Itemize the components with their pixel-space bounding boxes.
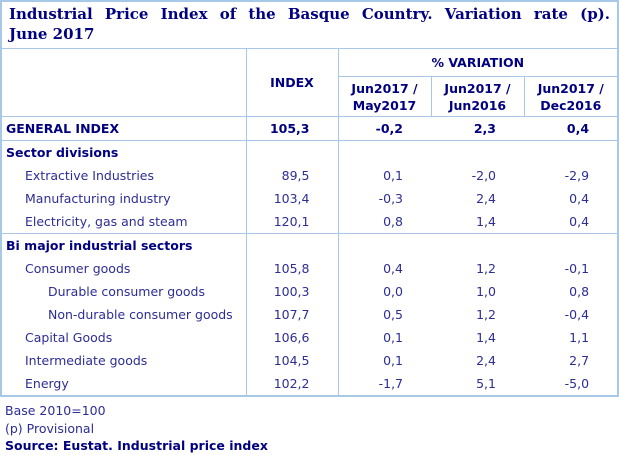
variation-value: 1,4	[476, 330, 496, 345]
variation-value: 1,0	[476, 284, 496, 299]
row-label: Intermediate goods	[2, 349, 247, 372]
table-header: INDEX % VARIATION Jun2017 / May2017 Jun2…	[2, 49, 618, 117]
row-label: Energy	[2, 372, 247, 395]
variation-value: 1,1	[569, 330, 590, 345]
column-header-line: Jun2017 /	[537, 80, 604, 96]
variation-value: 0,4	[524, 116, 618, 141]
variation-value: -1,7	[378, 376, 403, 391]
index-value: 104,5	[246, 349, 339, 372]
variation-value: 1,4	[431, 210, 524, 234]
column-header-vs-prev-month: Jun2017 / May2017	[338, 77, 431, 117]
variation-value: -0,1	[564, 261, 590, 276]
column-header-line: Dec2016	[540, 97, 602, 113]
variation-value	[524, 234, 617, 258]
table-footnotes: Base 2010=100 (p) Provisional Source: Eu…	[0, 397, 619, 455]
index-value: 120,1	[246, 210, 339, 234]
variation-value: 0,4	[569, 191, 590, 206]
page-title-line1: Industrial Price Index of the Basque Cou…	[9, 5, 610, 23]
column-header-line: Jun2017 /	[444, 80, 511, 96]
variation-value: 0,4	[383, 261, 403, 276]
variation-value: 0,5	[383, 307, 403, 322]
base-note: Base 2010=100	[5, 403, 106, 418]
column-header-line: May2017	[352, 97, 417, 113]
variation-value: 0,1	[383, 168, 403, 183]
price-index-table: INDEX % VARIATION Jun2017 / May2017 Jun2…	[2, 49, 618, 395]
column-group-header-variation: % VARIATION	[338, 49, 618, 77]
section-label: Sector divisions	[2, 140, 247, 164]
stats-table-panel: Industrial Price Index of the Basque Cou…	[0, 0, 619, 397]
variation-value: -2,0	[471, 168, 496, 183]
variation-value	[431, 141, 524, 165]
variation-value	[338, 141, 431, 165]
row-label: Durable consumer goods	[2, 280, 247, 303]
row-label: Manufacturing industry	[2, 187, 247, 210]
source-note: Source: Eustat. Industrial price index	[5, 438, 268, 453]
corner-cell	[2, 49, 247, 117]
table-row-extractive-industries: Extractive Industries 89,5 0,1 -2,0 -2,9	[2, 164, 617, 187]
table-row-durable-consumer-goods: Durable consumer goods 100,3 0,0 1,0 0,8	[2, 280, 617, 303]
variation-value: -5,0	[564, 376, 590, 391]
variation-value	[338, 234, 431, 258]
variation-value: -0,4	[564, 307, 590, 322]
index-value: 100,3	[246, 280, 339, 303]
provisional-note: (p) Provisional	[5, 420, 95, 436]
variation-value: 2,4	[476, 191, 496, 206]
index-value: 103,4	[246, 187, 339, 210]
column-header-vs-dec: Jun2017 / Dec2016	[523, 76, 618, 117]
table-row-manufacturing-industry: Manufacturing industry 103,4 -0,3 2,4 0,…	[2, 187, 617, 210]
page-title-line2: June 2017	[9, 25, 95, 43]
variation-value: 0,4	[524, 210, 618, 234]
index-value: 102,2	[246, 372, 339, 395]
row-label: GENERAL INDEX	[2, 116, 247, 141]
row-label: Consumer goods	[2, 257, 247, 280]
table-row-intermediate-goods: Intermediate goods 104,5 0,1 2,4 2,7	[2, 349, 617, 372]
index-value: 107,7	[246, 303, 339, 326]
table-row-general-index: GENERAL INDEX 105,3 -0,2 2,3 0,4	[2, 116, 618, 141]
variation-value: 1,2	[476, 261, 496, 276]
table-row-section-sector-divisions: Sector divisions	[2, 140, 617, 165]
index-value: 105,3	[246, 116, 339, 141]
index-value: 105,8	[246, 257, 339, 280]
row-label: Non-durable consumer goods	[2, 303, 247, 326]
table-row-capital-goods: Capital Goods 106,6 0,1 1,4 1,1	[2, 326, 617, 349]
variation-value: -0,2	[338, 116, 431, 141]
table-row-consumer-goods: Consumer goods 105,8 0,4 1,2 -0,1	[2, 257, 617, 280]
table-row-non-durable-consumer-goods: Non-durable consumer goods 107,7 0,5 1,2…	[2, 303, 617, 326]
variation-value: 0,8	[569, 284, 590, 299]
row-label: Extractive Industries	[2, 164, 247, 187]
table-row-section-bi-major-industrial-sectors: Bi major industrial sectors	[2, 233, 617, 258]
variation-value: -0,3	[378, 191, 403, 206]
column-header-vs-prev-year: Jun2017 / Jun2016	[430, 76, 524, 117]
row-label: Electricity, gas and steam	[2, 210, 247, 234]
variation-value: 1,2	[476, 307, 496, 322]
variation-value: 0,0	[383, 284, 403, 299]
variation-value: 0,8	[338, 210, 431, 234]
column-header-index: INDEX	[246, 49, 339, 117]
variation-value: 0,1	[383, 330, 403, 345]
variation-value: -2,9	[564, 168, 590, 183]
page-title: Industrial Price Index of the Basque Cou…	[2, 2, 617, 49]
variation-value: 0,1	[383, 353, 403, 368]
variation-value	[524, 141, 617, 165]
variation-value	[431, 234, 524, 258]
variation-value: 2,7	[569, 353, 590, 368]
column-header-line: Jun2017 /	[351, 80, 418, 96]
index-value	[246, 233, 339, 257]
column-header-line: Jun2016	[448, 97, 507, 113]
variation-value: 5,1	[476, 376, 496, 391]
index-value: 106,6	[246, 326, 339, 349]
section-label: Bi major industrial sectors	[2, 233, 247, 257]
index-value	[246, 140, 339, 164]
row-label: Capital Goods	[2, 326, 247, 349]
variation-value: 2,4	[476, 353, 496, 368]
variation-value: 2,3	[431, 116, 524, 141]
table-row-electricity-gas-steam: Electricity, gas and steam 120,1 0,8 1,4…	[2, 210, 618, 234]
table-row-energy: Energy 102,2 -1,7 5,1 -5,0	[2, 372, 617, 395]
index-value: 89,5	[246, 164, 339, 187]
